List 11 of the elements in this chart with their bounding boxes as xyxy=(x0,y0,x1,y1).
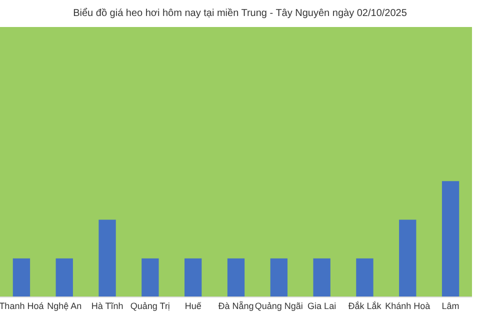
x-tick-label: Lâm xyxy=(442,301,460,311)
x-tick-label: Đắk Lắk xyxy=(348,301,382,311)
x-tick-label: Quảng Ngãi xyxy=(254,301,303,311)
x-tick-label: Đà Nẵng xyxy=(218,301,254,311)
x-tick-label: Hà Tĩnh xyxy=(91,301,124,311)
chart-title: Biểu đồ giá heo hơi hôm nay tại miền Trung - Tây Nguyên ngày 02/10/2025 xyxy=(73,7,408,19)
x-tick-label: Huế xyxy=(184,301,202,311)
x-tick-label: Gia Lai xyxy=(308,301,336,311)
x-tick-label: Quảng Trị xyxy=(130,301,170,311)
x-tick-label: Nghệ An xyxy=(47,301,82,311)
x-tick-label: Khánh Hoà xyxy=(385,301,430,311)
